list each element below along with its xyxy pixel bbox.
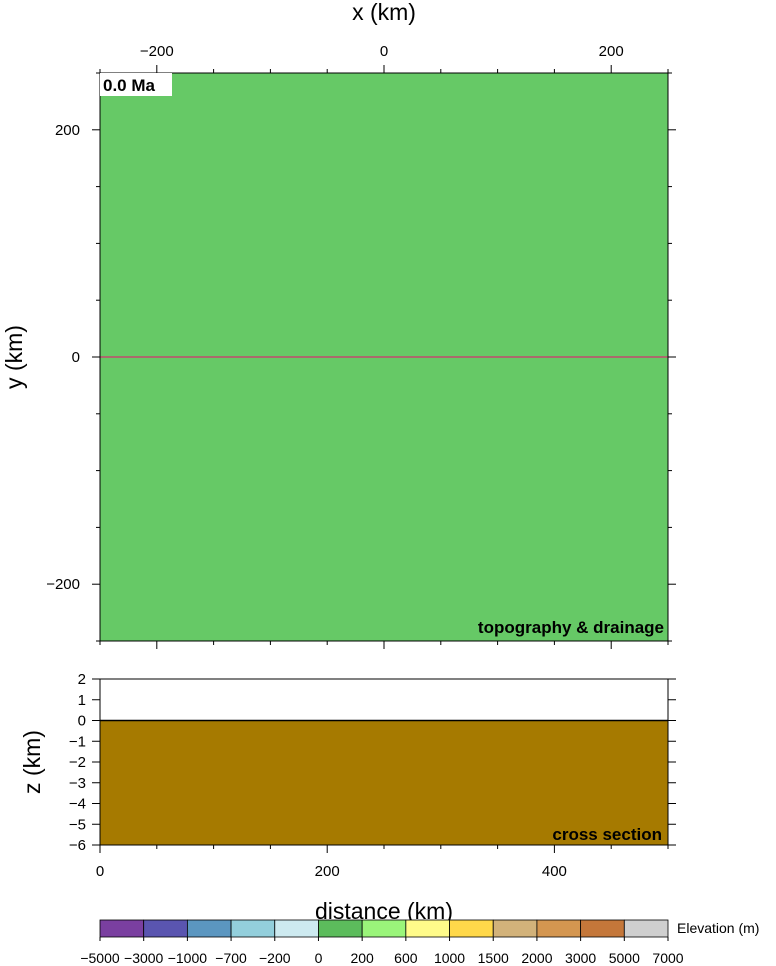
map-x-tick-label: 0 (380, 43, 388, 60)
colorbar-tick-label: −1000 (168, 950, 208, 966)
cross-section-y-axis-title: z (km) (19, 730, 45, 794)
map-y-tick-label: 0 (72, 349, 80, 366)
cross-section-panel-label: cross section (552, 825, 662, 844)
colorbar-tick-label: 2000 (521, 950, 552, 966)
cross-section-y-tick-label: −1 (69, 733, 86, 750)
colorbar-cell (449, 919, 494, 938)
time-label: 0.0 Ma (103, 76, 156, 95)
colorbar-cell (143, 919, 188, 938)
colorbar-tick-label: 5000 (609, 950, 640, 966)
colorbar-tick-label: 0 (315, 950, 323, 966)
colorbar-cells (99, 919, 669, 938)
cross-section-y-tick-label: −3 (69, 775, 86, 792)
cross-section-x-tick-label: 0 (96, 863, 104, 880)
colorbar-tick-label: 3000 (565, 950, 596, 966)
colorbar-cell (99, 919, 145, 938)
cross-section-x-tick-label: 400 (542, 863, 567, 880)
cross-section-y-tick-label: −5 (69, 816, 86, 833)
map-axes: −200 0 200 200 0 −200 (46, 43, 676, 649)
colorbar-tick-label: 1000 (434, 950, 465, 966)
colorbar-tick-label: 200 (350, 950, 374, 966)
map-x-axis-title: x (km) (352, 0, 416, 25)
colorbar-tick-label: −200 (259, 950, 291, 966)
colorbar-tick-label: −700 (215, 950, 247, 966)
colorbar-cell (623, 919, 669, 938)
cross-section-y-tick-label: −6 (69, 837, 86, 854)
colorbar-cell (492, 919, 538, 938)
colorbar-cell (405, 919, 450, 938)
cross-section-y-tick-label: 0 (78, 713, 86, 730)
colorbar-tick-label: 600 (394, 950, 418, 966)
cross-section-y-tick-label: −4 (69, 796, 86, 813)
map-y-tick-label: −200 (46, 576, 80, 593)
map-panel-label: topography & drainage (478, 618, 664, 637)
colorbar-tick-label: 1500 (478, 950, 509, 966)
colorbar-tick-label: 7000 (652, 950, 683, 966)
time-label-box (100, 73, 172, 96)
map-x-tick-label: −200 (140, 43, 174, 60)
cross-section-axes: 0 200 400 2 1 0 −1 −2 −3 −4 −5 −6 (69, 671, 676, 880)
colorbar-cell (230, 919, 276, 938)
colorbar: −5000 −3000 −1000 −700 −200 0 200 600 1000 1500 20… (80, 919, 759, 966)
map-y-axis-title: y (km) (1, 325, 27, 389)
colorbar-label: Elevation (m) (677, 920, 759, 936)
cross-section-y-tick-label: 1 (78, 692, 86, 709)
colorbar-cell (318, 919, 363, 938)
colorbar-cell (361, 919, 407, 938)
colorbar-tick-label: −3000 (124, 950, 164, 966)
colorbar-cell (580, 919, 625, 938)
cross-section-y-tick-label: 2 (78, 671, 86, 688)
colorbar-tick-label: −5000 (80, 950, 120, 966)
map-y-tick-label: 200 (55, 122, 80, 139)
cross-section-x-tick-label: 200 (315, 863, 340, 880)
colorbar-cell (274, 919, 319, 938)
colorbar-ticks: −5000 −3000 −1000 −700 −200 0 200 600 1000 1500 20… (80, 937, 684, 966)
colorbar-cell (186, 919, 232, 938)
colorbar-cell (536, 919, 582, 938)
map-panel: −200 0 200 200 0 −200 x (km) y (km) 0.0 Ma to… (1, 0, 676, 649)
cross-section-fill (100, 720, 668, 845)
cross-section-y-tick-label: −2 (69, 754, 86, 771)
map-x-tick-label: 200 (599, 43, 624, 60)
